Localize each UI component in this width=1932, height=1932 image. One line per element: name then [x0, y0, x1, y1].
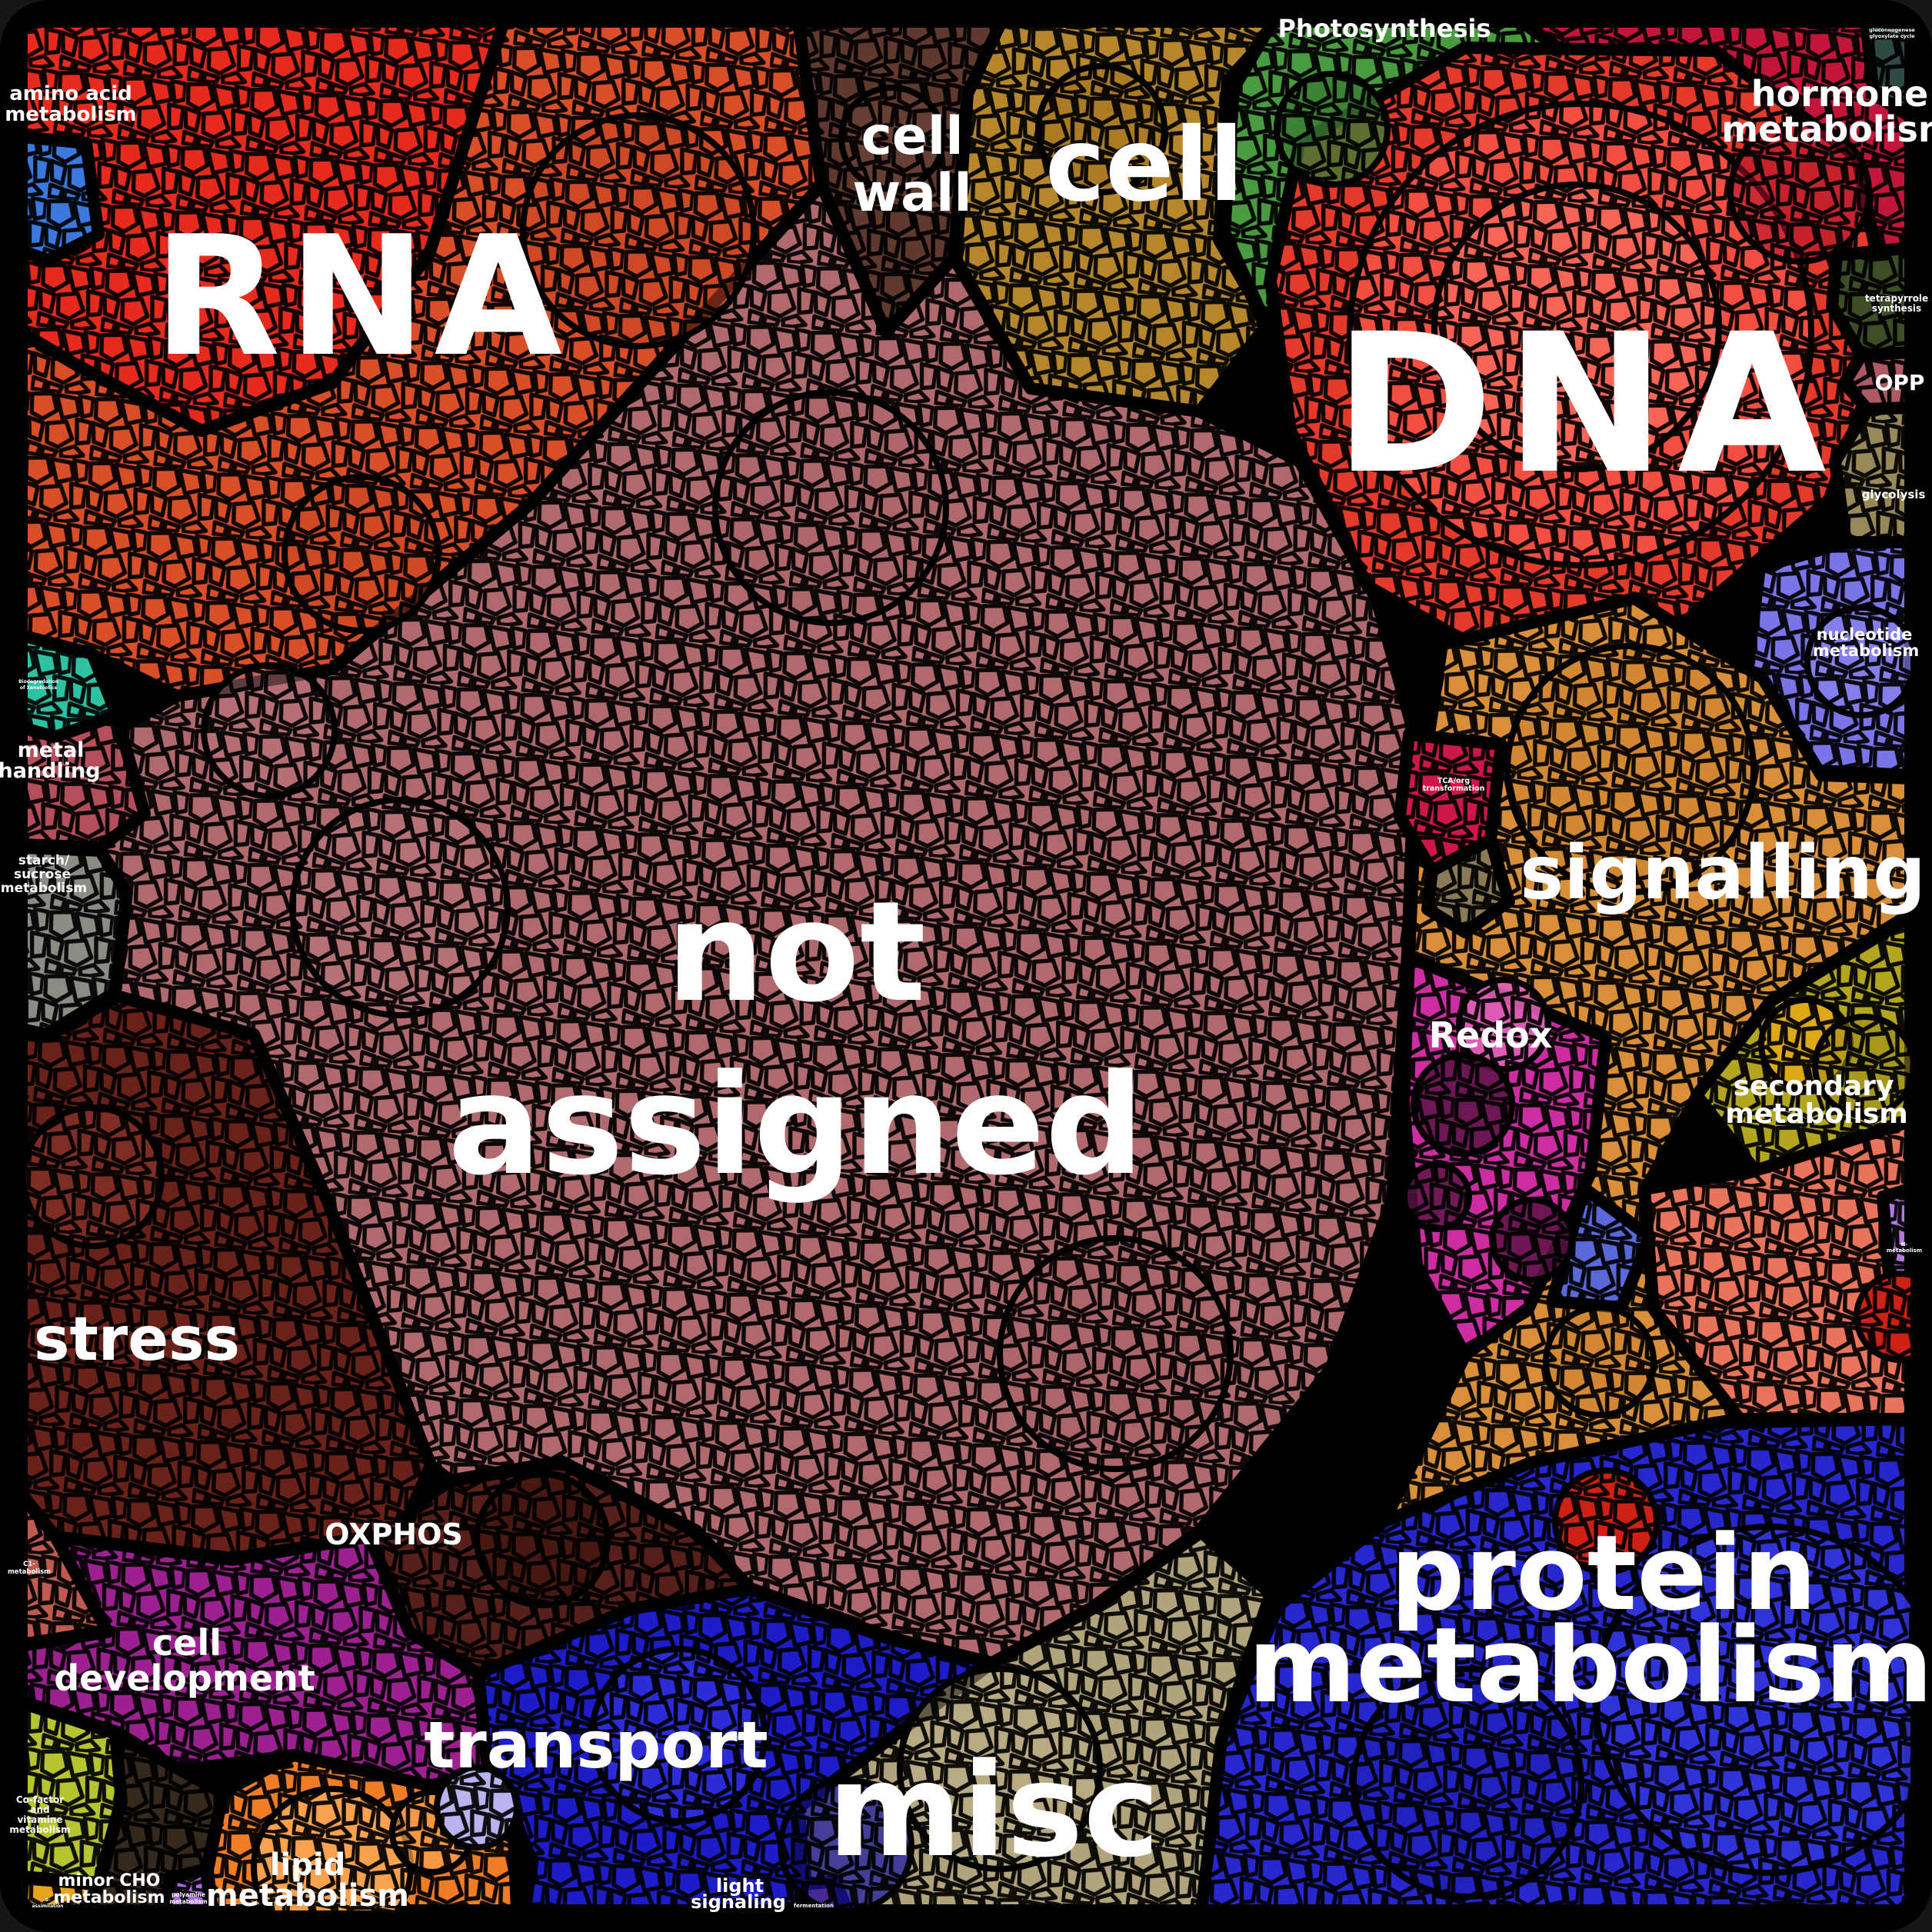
label-cell-wall-1: wall — [852, 163, 971, 224]
label-biodegradation-of-xenobiotics: Biodegradation — [18, 679, 58, 685]
label-photosynthesis: Photosynthesis — [1277, 14, 1491, 43]
label-amino-acid-metabolism-1: metabolism — [5, 103, 137, 126]
label-tetrapyrrole-synthesis-1: synthesis — [1872, 303, 1921, 314]
label-n-metabolism: N- — [1901, 1241, 1908, 1247]
label-not-assigned: not — [666, 872, 926, 1033]
label-secondary-metabolism-1: metabolism — [1725, 1098, 1908, 1130]
label-lipid-metabolism: lipid — [270, 1847, 345, 1883]
label-rna: RNA — [153, 200, 570, 393]
label-gluconeogenesis-glyoxylate-cycle: gluconeogenese — [1869, 27, 1915, 33]
label-polyamine-metabolism-1: metabolism — [169, 1898, 208, 1905]
label-minor-cho-metabolism: minor CHO — [58, 1871, 160, 1890]
label-cell-development-1: development — [54, 1657, 315, 1699]
label-opp: OPP — [1875, 370, 1925, 395]
label-gluconeogenesis-glyoxylate-cycle-1: glyoxylate cycle — [1870, 33, 1916, 39]
label-s-assimilation: S- — [45, 1897, 51, 1903]
label-nucleotide-metabolism-1: metabolism — [1813, 641, 1920, 660]
label-transport: transport — [424, 1707, 768, 1783]
label-cofactor-vitamine-metabolism-2: vitamine — [17, 1814, 62, 1825]
label-stress: stress — [34, 1305, 240, 1374]
label-oxphos: OXPHOS — [325, 1517, 463, 1551]
label-starch-sucrose-metabolism: starch/ — [18, 853, 70, 868]
label-cofactor-vitamine-metabolism: Co-factor — [16, 1794, 64, 1805]
label-n-metabolism-1: metabolism — [1887, 1247, 1922, 1254]
label-hormone-metabolism-1: metabolism — [1721, 108, 1932, 150]
label-misc: misc — [828, 1735, 1160, 1886]
label-starch-sucrose-metabolism-2: metabolism — [1, 881, 87, 896]
label-amino-acid-metabolism: amino acid — [9, 82, 132, 105]
label-protein-metabolism-1: metabolism — [1248, 1605, 1932, 1726]
label-c1-metabolism-1: metabolism — [8, 1568, 51, 1576]
label-polyamine-metabolism: polyamine — [172, 1891, 205, 1898]
label-light-signaling: light — [716, 1875, 764, 1897]
label-cell-development: cell — [152, 1622, 222, 1664]
label-secondary-metabolism: secondary — [1734, 1071, 1894, 1102]
label-glycolysis: glycolysis — [1862, 488, 1926, 501]
label-fermentation: fermentation — [794, 1903, 834, 1909]
label-tca-org-transformation-1: transformation — [1423, 784, 1485, 793]
label-signalling: signalling — [1520, 830, 1926, 916]
label-c1-metabolism: C1- — [23, 1561, 35, 1568]
label-tetrapyrrole-synthesis: tetrapyrrole — [1865, 293, 1928, 304]
label-protein-metabolism: protein — [1391, 1513, 1817, 1634]
label-biodegradation-of-xenobiotics-1: of Xenobiotics — [20, 685, 58, 691]
label-metal-handling-1: handling — [0, 759, 101, 783]
label-minor-cho-metabolism-1: metabolism — [53, 1888, 165, 1907]
label-cofactor-vitamine-metabolism-3: metabolism — [9, 1824, 70, 1835]
label-starch-sucrose-metabolism-1: sucrose — [14, 867, 71, 882]
label-nucleotide-metabolism: nucleotide — [1817, 625, 1913, 644]
label-metal-handling: metal — [18, 738, 85, 762]
label-hormone-metabolism: hormone — [1751, 73, 1929, 115]
label-cofactor-vitamine-metabolism-1: and — [30, 1804, 49, 1815]
label-redox: Redox — [1429, 1014, 1553, 1056]
label-not-assigned-1: assigned — [448, 1045, 1144, 1206]
label-light-signaling-1: signaling — [691, 1891, 786, 1913]
label-lipid-metabolism-1: metabolism — [206, 1878, 409, 1914]
label-tca-org-transformation: TCA/org — [1437, 777, 1470, 785]
label-cell: cell — [1045, 106, 1244, 225]
label-cell-wall: cell — [861, 106, 963, 167]
label-s-assimilation-1: assimilation — [32, 1904, 64, 1909]
label-dna: DNA — [1334, 292, 1837, 516]
